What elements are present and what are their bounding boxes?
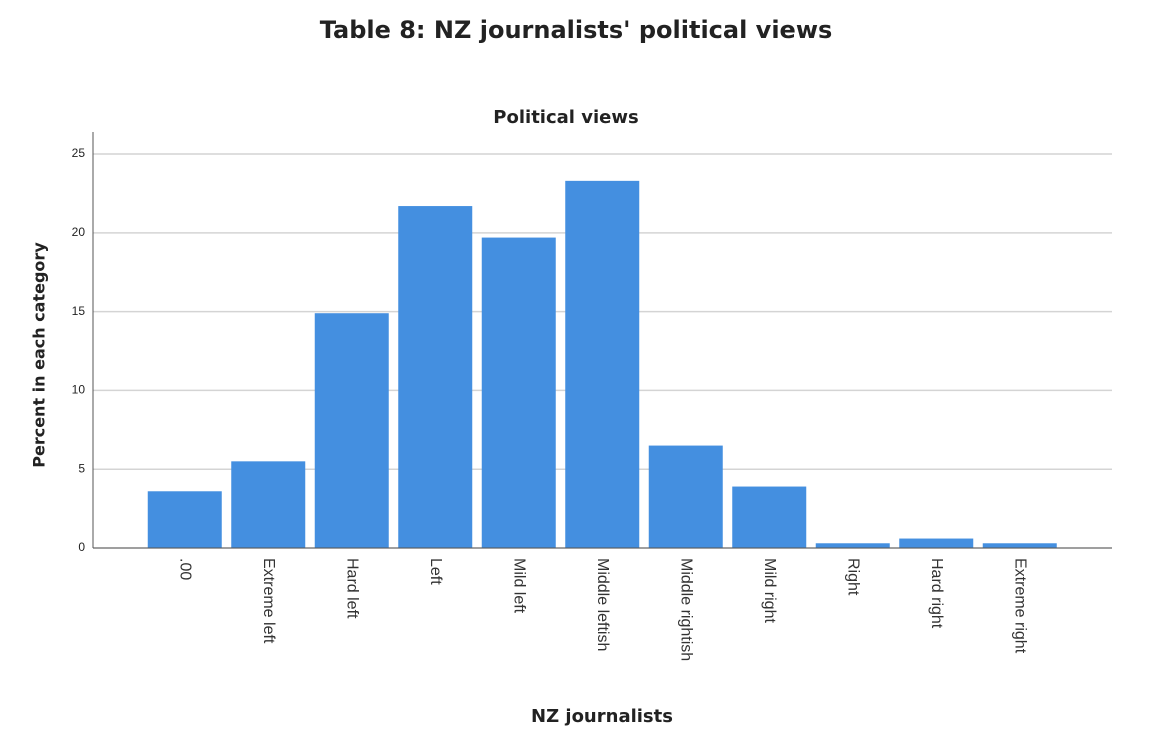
y-axis-label: Percent in each category <box>30 242 49 468</box>
x-tick-label: Mild right <box>761 558 778 623</box>
x-tick-label: Hard left <box>344 558 361 619</box>
y-tick-label: 10 <box>72 383 86 397</box>
x-tick-label: Middle rightish <box>678 558 695 661</box>
y-tick-label: 25 <box>72 146 86 160</box>
bar <box>147 491 222 548</box>
x-tick-label: Extreme right <box>1012 558 1029 654</box>
x-tick-label: Left <box>427 558 444 585</box>
bar <box>481 237 556 549</box>
x-tick-label: .00 <box>177 558 194 580</box>
bar <box>732 486 807 548</box>
y-tick-label: 20 <box>72 225 86 239</box>
bar <box>565 180 640 548</box>
y-tick-label: 5 <box>78 461 85 475</box>
x-tick-label: Hard right <box>928 558 945 629</box>
bar <box>815 543 890 548</box>
bar <box>314 313 389 548</box>
x-axis-label: NZ journalists <box>531 706 673 727</box>
page-heading: Table 8: NZ journalists' political views <box>320 16 833 44</box>
bar <box>231 461 306 548</box>
y-tick-label: 15 <box>72 304 86 318</box>
x-tick-label: Extreme left <box>260 558 277 644</box>
x-tick-label: Middle leftish <box>594 558 611 651</box>
x-tick-label: Mild left <box>511 558 528 614</box>
y-tick-label: 0 <box>78 540 85 554</box>
bar <box>982 543 1057 548</box>
bar <box>648 445 723 548</box>
bar <box>398 206 473 548</box>
x-tick-label: Right <box>845 558 862 596</box>
chart-title: Political views <box>493 107 638 128</box>
bar <box>899 538 974 548</box>
